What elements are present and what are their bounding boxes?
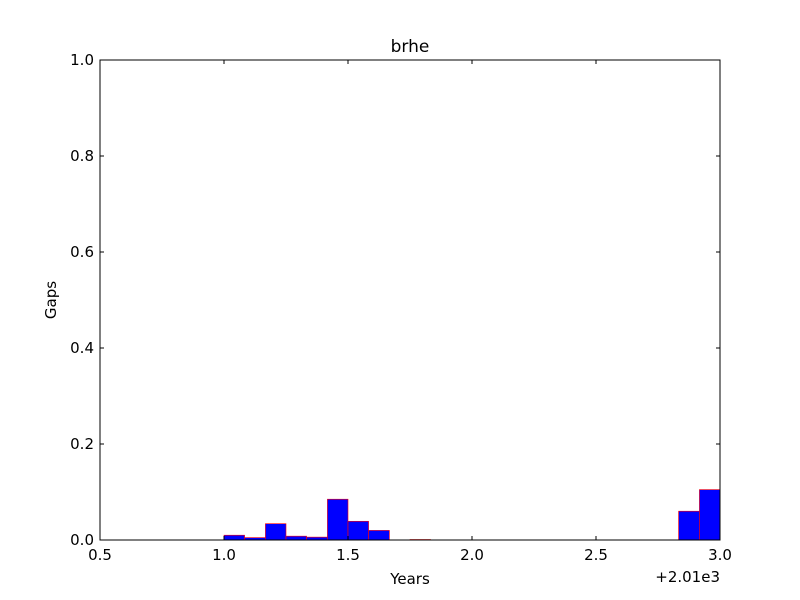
y-tick-label-1: 0.2 [70, 435, 94, 453]
x-axis-offset-label: +2.01e3 [655, 568, 720, 586]
y-tick-label-2: 0.4 [70, 339, 94, 357]
x-tick-label-1: 1.0 [212, 546, 236, 564]
histogram-bar-3 [285, 535, 307, 541]
histogram-bar-10 [699, 489, 721, 541]
y-tick-label-3: 0.6 [70, 243, 94, 261]
x-tick-label-5: 3.0 [708, 546, 732, 564]
x-tick-label-2: 1.5 [336, 546, 360, 564]
histogram-bar-6 [347, 520, 369, 541]
x-axis-ticks: 0.5 1.0 1.5 2.0 2.5 3.0 [88, 60, 732, 564]
x-tick-label-4: 2.5 [584, 546, 608, 564]
y-tick-label-5: 1.0 [70, 51, 94, 69]
y-tick-label-0: 0.0 [70, 531, 94, 549]
x-tick-label-3: 2.0 [460, 546, 484, 564]
y-axis-label: Gaps [42, 281, 60, 319]
histogram-bar-9 [678, 510, 700, 541]
bars-group [223, 489, 721, 541]
histogram-bar-0 [223, 534, 245, 541]
histogram-bar-5 [327, 498, 349, 541]
plot-frame [99, 59, 721, 541]
y-axis-ticks: 0.0 0.2 0.4 0.6 0.8 1.0 [70, 51, 720, 549]
x-tick-label-0: 0.5 [88, 546, 112, 564]
y-tick-label-4: 0.8 [70, 147, 94, 165]
histogram-bar-2 [265, 523, 287, 541]
chart-title: brhe [391, 37, 430, 57]
x-axis-label: Years [389, 570, 430, 588]
histogram-bar-7 [368, 530, 390, 541]
